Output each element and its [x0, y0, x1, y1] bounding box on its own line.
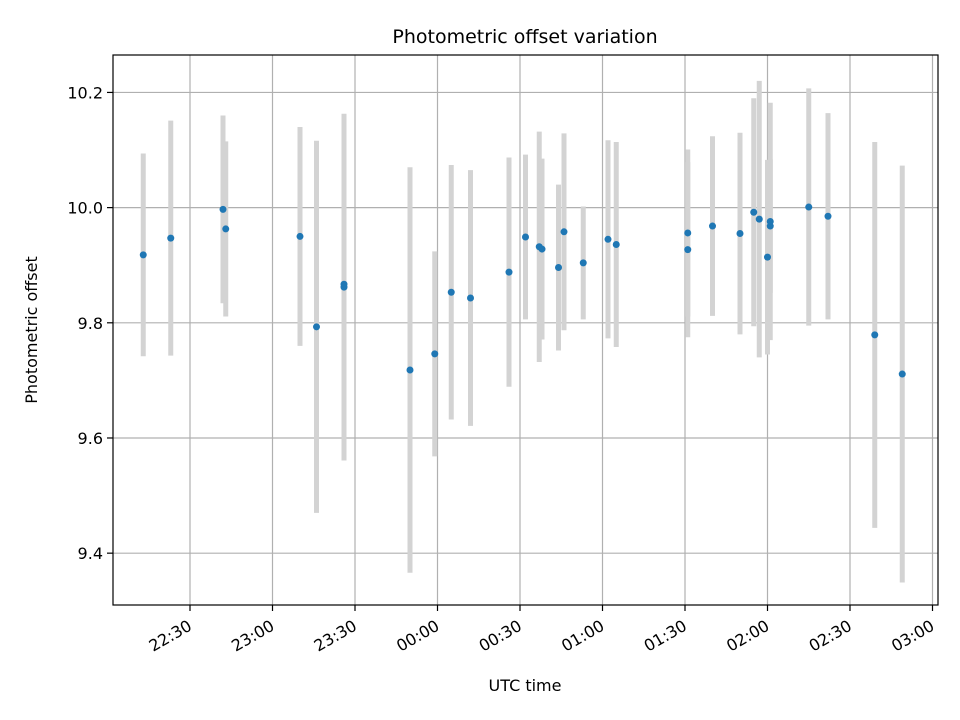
data-point: [824, 212, 832, 220]
data-point: [167, 234, 175, 242]
data-points: [139, 203, 906, 378]
data-point: [709, 222, 716, 230]
data-point: [406, 366, 414, 374]
data-point: [898, 370, 906, 378]
data-point: [805, 203, 813, 211]
y-tick-label: 10.0: [67, 199, 103, 218]
y-axis-label: Photometric offset: [22, 256, 41, 404]
plot-frame: [112, 54, 939, 606]
y-axis: 9.4 9.6 9.8 10.0 10.2: [67, 83, 113, 563]
data-point: [684, 246, 692, 254]
y-tick-label: 9.4: [78, 544, 103, 563]
data-point: [313, 323, 320, 331]
data-point: [538, 245, 546, 253]
data-point: [579, 259, 587, 267]
data-point: [871, 331, 879, 339]
y-tick-label: 10.2: [67, 83, 103, 102]
data-point: [222, 225, 230, 233]
data-point: [296, 232, 304, 240]
data-point: [555, 264, 562, 272]
data-point: [764, 253, 771, 261]
data-point: [766, 217, 774, 225]
data-point: [505, 268, 513, 276]
data-point: [750, 208, 758, 216]
data-point: [560, 228, 568, 236]
data-point: [340, 280, 348, 288]
data-point: [736, 230, 744, 238]
data-point: [604, 235, 612, 243]
data-point: [522, 233, 529, 241]
data-point: [431, 350, 439, 358]
data-point: [612, 240, 620, 248]
data-point: [684, 229, 692, 237]
data-point: [467, 294, 474, 302]
data-point: [447, 288, 455, 296]
data-point: [139, 251, 147, 259]
y-tick-label: 9.8: [78, 314, 103, 333]
x-axis-label: UTC time: [489, 676, 562, 695]
data-point: [755, 215, 763, 223]
data-point: [219, 205, 227, 213]
chart-title: Photometric offset variation: [392, 26, 657, 48]
y-tick-label: 9.6: [78, 429, 103, 448]
